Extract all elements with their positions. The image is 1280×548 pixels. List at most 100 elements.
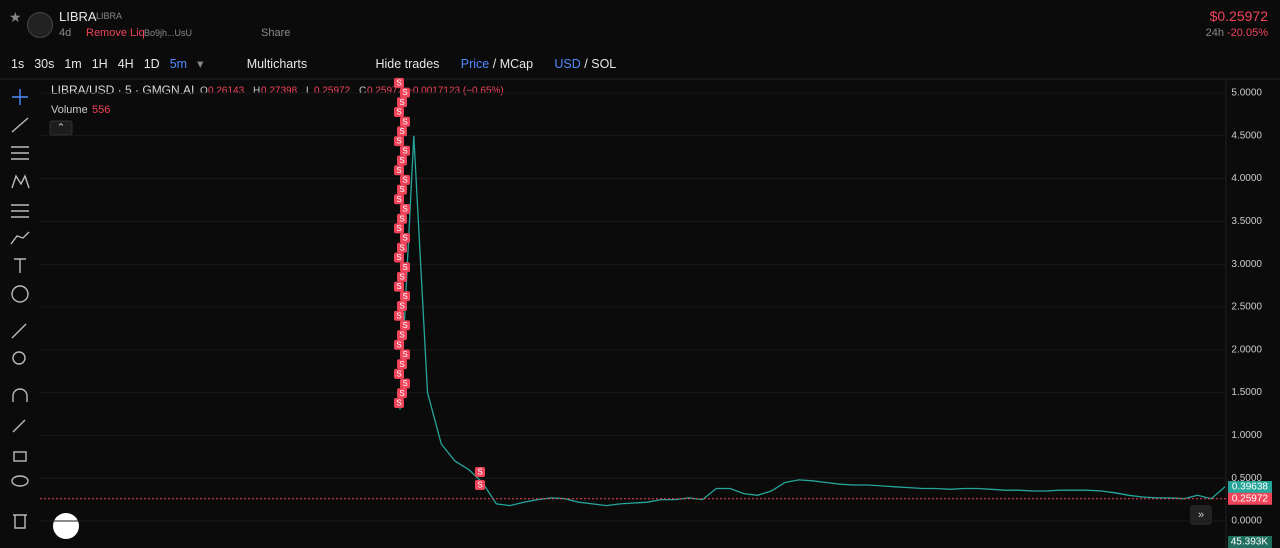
sell-marker: S xyxy=(394,223,404,234)
y-tick-label: 3.0000 xyxy=(1231,259,1262,270)
sell-marker-text: S xyxy=(396,253,401,262)
sell-marker-box xyxy=(394,252,404,263)
price-toggle[interactable]: Price / MCap xyxy=(461,57,533,71)
ohlc-value: 0.25972 xyxy=(314,86,351,97)
sell-marker-box xyxy=(394,368,404,379)
sell-marker-box xyxy=(397,184,407,195)
interval[interactable]: 1m xyxy=(64,57,82,71)
y-tick-label: 2.0000 xyxy=(1231,344,1262,355)
interval[interactable]: 30s xyxy=(34,57,55,71)
sell-marker-text: S xyxy=(402,234,407,243)
sell-marker: S xyxy=(400,204,410,214)
sell-marker-box xyxy=(397,301,407,311)
y-tick-label: 4.5000 xyxy=(1231,130,1262,141)
sell-marker-box xyxy=(397,126,407,137)
sell-marker-text: S xyxy=(402,379,407,388)
currency-toggle[interactable]: USD / SOL xyxy=(554,57,616,71)
sell-marker: S xyxy=(400,349,410,360)
separator: / xyxy=(584,57,588,71)
share[interactable]: Share xyxy=(261,27,291,39)
y-tick-label: 5.0000 xyxy=(1231,88,1262,99)
sell-marker-text: S xyxy=(399,273,404,282)
active: USD xyxy=(554,57,581,71)
y-tick-label: 0.0000 xyxy=(1231,516,1262,527)
sell-marker-box xyxy=(400,116,410,127)
sell-marker-text: S xyxy=(399,127,404,136)
multicharts[interactable]: Multicharts xyxy=(246,57,308,71)
sell-marker-text: S xyxy=(402,146,407,155)
active: Price xyxy=(460,57,490,71)
tag[interactable]: Remove Liq xyxy=(86,27,145,39)
sell-marker: S xyxy=(397,330,407,341)
sell-marker: S xyxy=(397,213,407,224)
hide-trades[interactable]: Hide trades xyxy=(375,57,440,71)
interval[interactable]: 4H xyxy=(117,57,134,71)
sell-marker-box xyxy=(397,97,407,108)
sell-marker: S xyxy=(400,378,410,389)
sell-marker-text: S xyxy=(477,468,482,477)
sell-marker: S xyxy=(394,194,404,205)
sell-marker-text: S xyxy=(396,282,401,291)
sell-marker-text: S xyxy=(396,166,401,175)
sell-marker: S xyxy=(397,388,407,399)
sell-marker-box xyxy=(397,330,407,341)
sell-marker: S xyxy=(394,281,404,292)
interval[interactable]: 5m xyxy=(169,57,188,71)
drawing-tools[interactable] xyxy=(10,89,30,529)
sell-marker-text: S xyxy=(402,321,407,330)
svg-text:»: » xyxy=(1198,509,1204,521)
sell-marker-text: S xyxy=(396,340,401,349)
sell-marker: S xyxy=(400,87,410,98)
interval[interactable]: 1H xyxy=(91,57,108,71)
y-tick-label: 1.5000 xyxy=(1231,387,1262,398)
interval[interactable]: 1D xyxy=(143,57,160,71)
sell-marker-text: S xyxy=(396,79,401,88)
sell-marker-box xyxy=(400,349,410,360)
sell-marker-text: S xyxy=(399,302,404,311)
token-symbol: LIBRA xyxy=(96,11,123,21)
sell-marker-text: S xyxy=(402,205,407,214)
last-price-label: 0.39638 xyxy=(1232,482,1269,493)
ohlc-label: O xyxy=(200,86,208,97)
age: 4d xyxy=(59,27,72,39)
price-line xyxy=(399,135,1226,507)
sell-marker-text: S xyxy=(402,117,407,126)
sell-marker: S xyxy=(394,339,404,350)
sell-marker-box xyxy=(394,339,404,350)
sell-marker-box xyxy=(394,398,404,408)
sell-marker-box xyxy=(394,223,404,234)
sell-marker-box xyxy=(397,388,407,399)
volume-label: Volume xyxy=(51,104,88,116)
star[interactable]: ★ xyxy=(9,9,22,25)
sell-marker-box xyxy=(394,107,404,117)
sell-marker-box xyxy=(400,320,410,331)
sell-marker: S xyxy=(397,126,407,137)
sell-marker-text: S xyxy=(399,156,404,165)
sell-marker: S xyxy=(397,184,407,195)
scroll-right[interactable] xyxy=(1190,505,1212,525)
price: $0.25972 xyxy=(1209,8,1268,24)
sell-marker: S xyxy=(400,174,410,185)
sell-marker-box xyxy=(400,291,410,302)
sell-marker-text: S xyxy=(402,350,407,359)
sell-marker-text: S xyxy=(396,370,401,379)
toolbar: 1s 30s 1m 1H 4H 1D 5m ▾ Multicharts Hide trades… xyxy=(11,57,617,71)
y-tick-label: 1.0000 xyxy=(1231,430,1262,441)
ohlc-label: C xyxy=(359,86,366,97)
other: MCap xyxy=(499,57,534,71)
sell-marker: S xyxy=(400,291,410,302)
sell-marker-box xyxy=(400,262,410,273)
interval[interactable]: 1s xyxy=(11,57,25,71)
sell-marker-text: S xyxy=(396,311,401,320)
sell-marker: S xyxy=(394,107,404,117)
sell-marker-box xyxy=(397,271,407,282)
collapse[interactable] xyxy=(49,120,73,136)
sell-marker-box xyxy=(400,204,410,214)
sell-marker: S xyxy=(394,252,404,263)
sell-marker: S xyxy=(394,368,404,379)
address[interactable]: Bo9jh...UsU xyxy=(144,28,193,38)
sell-marker-text: S xyxy=(402,263,407,272)
sell-marker: S xyxy=(397,242,407,253)
volume: 556 xyxy=(92,104,110,116)
y-tick-label: 2.5000 xyxy=(1231,302,1262,313)
